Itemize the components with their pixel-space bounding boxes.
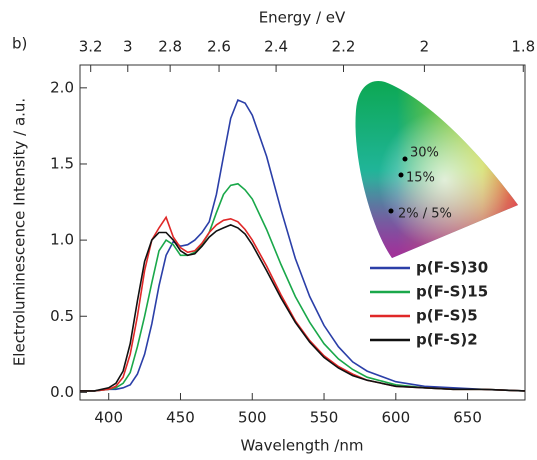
x2-tick-label: 1.8 xyxy=(511,38,535,56)
x2-axis-title: Energy / eV xyxy=(259,9,346,27)
x2-tick-label: 3 xyxy=(123,38,133,56)
x-tick-label: 450 xyxy=(166,409,195,427)
y-tick-label: 0.5 xyxy=(50,307,74,325)
plot-frame xyxy=(79,64,526,401)
series-line xyxy=(80,215,526,392)
x2-tick-label: 2 xyxy=(420,38,430,56)
x-tick-label: 600 xyxy=(381,409,410,427)
x-tick-label: 650 xyxy=(453,409,482,427)
legend-label: p(F-S)30 xyxy=(416,259,488,277)
legend-label: p(F-S)2 xyxy=(416,331,478,349)
y-tick-label: 1.5 xyxy=(50,154,74,172)
y-tick-label: 0.0 xyxy=(50,383,74,401)
x2-tick-label: 2.4 xyxy=(264,38,288,56)
series-line xyxy=(80,224,526,392)
series-line xyxy=(80,182,526,392)
x2-tick-label: 2.6 xyxy=(207,38,231,56)
inset-label: 30% xyxy=(410,146,439,161)
y-axis-title: Electroluminescence Intensity / a.u. xyxy=(11,98,29,366)
legend-label: p(F-S)15 xyxy=(416,283,488,301)
inset-label: 15% xyxy=(406,171,435,186)
y-tick-label: 1.0 xyxy=(50,231,74,249)
x-axis-title: Wavelength /nm xyxy=(241,437,364,455)
x-tick-label: 500 xyxy=(238,409,267,427)
panel-label: b) xyxy=(12,35,27,53)
inset-label: 2% / 5% xyxy=(398,207,452,222)
cie-point xyxy=(402,156,408,162)
series-line xyxy=(80,98,526,392)
legend-label: p(F-S)5 xyxy=(416,307,478,325)
y-tick-label: 2.0 xyxy=(50,78,74,96)
x2-tick-label: 2.2 xyxy=(332,38,356,56)
cie-diagram xyxy=(355,80,518,259)
x-tick-label: 550 xyxy=(310,409,339,427)
x2-tick-label: 2.8 xyxy=(158,38,182,56)
cie-point xyxy=(388,208,394,214)
cie-point xyxy=(398,172,404,178)
x2-tick-label: 3.2 xyxy=(79,38,103,56)
x-tick-label: 400 xyxy=(94,409,123,427)
